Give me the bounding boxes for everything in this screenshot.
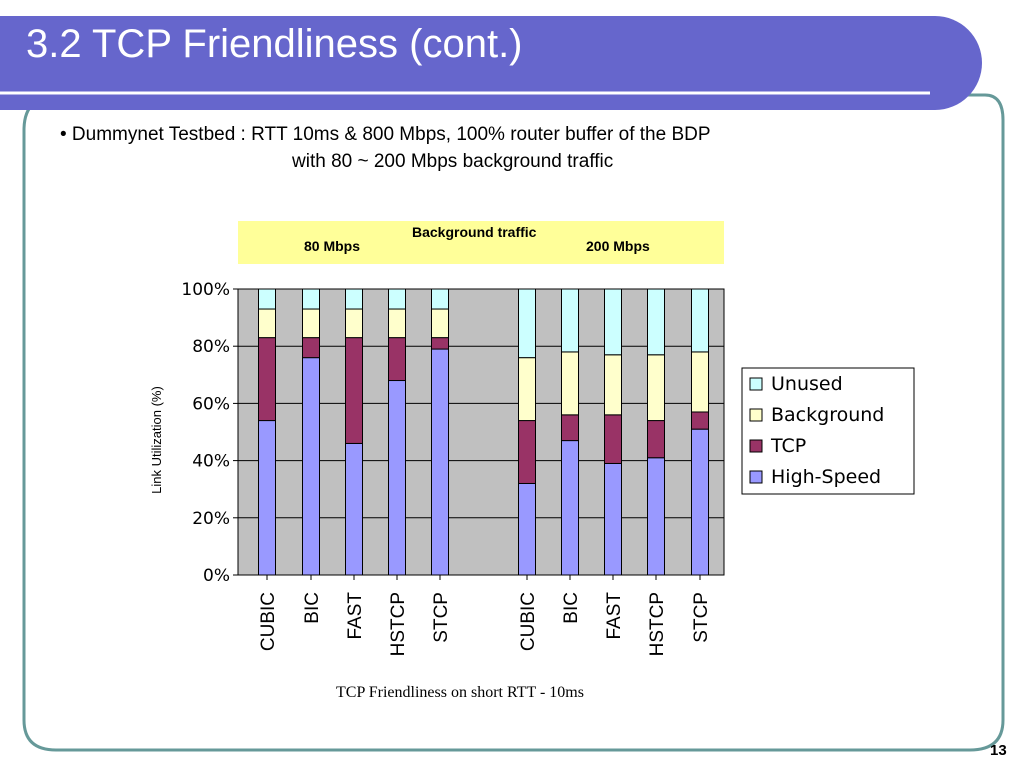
- bar-segment-background: [561, 351, 579, 416]
- bar-segment-high-speed: [345, 442, 363, 576]
- bar-segment-tcp: [345, 337, 363, 444]
- legend-swatch: [749, 470, 763, 484]
- bar-segment-high-speed: [691, 428, 709, 576]
- bar-segment-unused: [258, 288, 276, 310]
- bar-segment-high-speed: [561, 440, 579, 576]
- legend-label: High-Speed: [771, 466, 881, 488]
- bar-segment-background: [647, 354, 665, 422]
- y-axis-label: Link Utilization (%): [149, 386, 164, 494]
- bar-segment-tcp: [302, 337, 320, 359]
- bar-segment-high-speed: [302, 357, 320, 576]
- y-tick-label: 60%: [192, 394, 230, 414]
- bar-segment-high-speed: [518, 482, 536, 576]
- chart-caption: TCP Friendliness on short RTT - 10ms: [336, 684, 584, 701]
- slide-border: [22, 93, 1005, 752]
- bar-segment-background: [345, 308, 363, 339]
- x-tick-label: STCP: [691, 592, 712, 643]
- bullet-text-line1: • Dummynet Testbed : RTT 10ms & 800 Mbps…: [60, 124, 711, 145]
- bullet-text-line2: with 80 ~ 200 Mbps background traffic: [292, 151, 614, 172]
- bar-segment-background: [431, 308, 449, 339]
- x-tick-label: HSTCP: [647, 592, 668, 656]
- background-traffic-banner: Background traffic 80 Mbps 200 Mbps: [238, 221, 724, 264]
- bar-segment-tcp: [518, 420, 536, 484]
- legend-label: Unused: [771, 373, 843, 395]
- x-tick-label: BIC: [302, 592, 323, 624]
- bar-segment-unused: [561, 288, 579, 353]
- bar-segment-tcp: [604, 414, 622, 464]
- x-tick-label: BIC: [561, 592, 582, 624]
- legend-swatch: [749, 408, 763, 422]
- bar-segment-high-speed: [388, 380, 406, 576]
- bar-segment-unused: [691, 288, 709, 353]
- bar-segment-tcp: [647, 420, 665, 459]
- y-tick-label: 20%: [192, 509, 230, 529]
- bar-segment-background: [518, 357, 536, 422]
- title-bar: [0, 16, 982, 110]
- bar-segment-unused: [302, 288, 320, 310]
- bar-segment-high-speed: [431, 348, 449, 576]
- y-tick-label: 0%: [203, 566, 230, 586]
- bar-segment-high-speed: [647, 457, 665, 576]
- bar-segment-unused: [388, 288, 406, 310]
- x-tick-label: FAST: [604, 592, 625, 640]
- x-tick-label: FAST: [345, 592, 366, 640]
- slide-title: 3.2 TCP Friendliness (cont.): [26, 22, 523, 66]
- legend-swatch: [749, 377, 763, 391]
- y-tick-label: 40%: [192, 452, 230, 472]
- x-tick-label: HSTCP: [388, 592, 409, 656]
- y-tick-label: 80%: [192, 337, 230, 357]
- bar-segment-unused: [431, 288, 449, 310]
- bar-segment-high-speed: [258, 420, 276, 576]
- x-tick-label: STCP: [431, 592, 452, 643]
- legend-box: [741, 367, 915, 495]
- bar-segment-background: [302, 308, 320, 339]
- bar-segment-unused: [647, 288, 665, 356]
- banner-title: Background traffic: [412, 224, 537, 240]
- bar-segment-background: [258, 308, 276, 339]
- legend-label: Background: [771, 404, 884, 426]
- bar-segment-high-speed: [604, 462, 622, 576]
- bar-segment-unused: [345, 288, 363, 310]
- legend-label: TCP: [770, 435, 806, 457]
- bar-segment-background: [604, 354, 622, 416]
- bar-segment-background: [388, 308, 406, 339]
- bar-segment-unused: [604, 288, 622, 356]
- y-tick-label: 100%: [181, 280, 230, 300]
- banner-80mbps-label: 80 Mbps: [304, 238, 361, 254]
- x-tick-label: CUBIC: [518, 592, 539, 651]
- bar-segment-background: [691, 351, 709, 413]
- x-tick-label: CUBIC: [258, 592, 279, 651]
- bar-segment-tcp: [431, 337, 449, 350]
- bar-segment-tcp: [561, 414, 579, 442]
- legend-swatch: [749, 439, 763, 453]
- page-number: 13: [990, 742, 1007, 759]
- bar-segment-unused: [518, 288, 536, 359]
- banner-200mbps-label: 200 Mbps: [586, 238, 650, 254]
- bar-segment-tcp: [258, 337, 276, 422]
- bar-segment-tcp: [388, 337, 406, 382]
- bar-segment-tcp: [691, 411, 709, 430]
